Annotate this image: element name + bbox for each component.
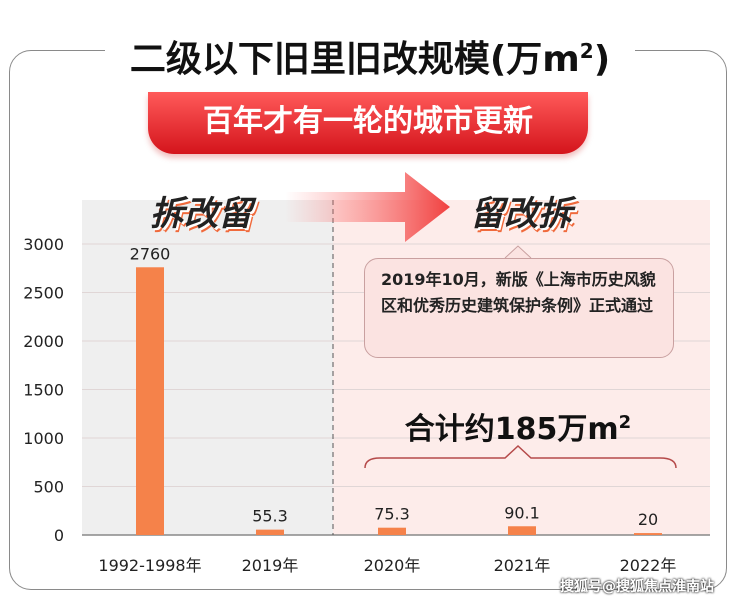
total-label: 合计约185万m2 [404, 412, 632, 447]
y-tick-label: 2500 [23, 284, 64, 303]
x-tick-label: 2021年 [494, 556, 551, 575]
y-tick-label: 0 [54, 526, 64, 545]
bar-value-label: 75.3 [374, 505, 410, 524]
left-era-bg [82, 200, 333, 535]
total-bracket [364, 444, 677, 469]
phase-right-label: 留改拆 [470, 194, 572, 234]
bar-value-label: 55.3 [252, 507, 288, 526]
bar-value-label: 90.1 [504, 503, 540, 522]
y-tick-label: 2000 [23, 332, 64, 351]
bar [256, 529, 284, 535]
phase-left-label: 拆改留 [150, 194, 252, 234]
watermark: 搜狐号@搜狐焦点淮南站 [560, 579, 714, 595]
bar-value-label: 20 [638, 510, 658, 529]
x-tick-label: 2020年 [364, 556, 421, 575]
banner: 百年才有一轮的城市更新 [148, 92, 588, 154]
callout-note: 2019年10月，新版《上海市历史风貌区和优秀历史建筑保护条例》正式通过 [364, 258, 674, 358]
x-tick-label: 2019年 [242, 556, 299, 575]
chart-title: 二级以下旧里旧改规模(万m2) [105, 22, 635, 80]
bar [508, 526, 536, 535]
y-tick-label: 1500 [23, 381, 64, 400]
bar [378, 527, 406, 535]
callout-pointer [504, 245, 532, 259]
bar [634, 533, 662, 535]
bar [136, 267, 164, 535]
x-tick-label: 1992-1998年 [98, 556, 201, 575]
x-tick-label: 2022年 [620, 556, 677, 575]
bar-value-label: 2760 [130, 244, 171, 263]
arrow-right-icon [285, 172, 450, 242]
y-tick-label: 1000 [23, 429, 64, 448]
y-tick-label: 500 [33, 478, 64, 497]
y-tick-label: 3000 [23, 235, 64, 254]
